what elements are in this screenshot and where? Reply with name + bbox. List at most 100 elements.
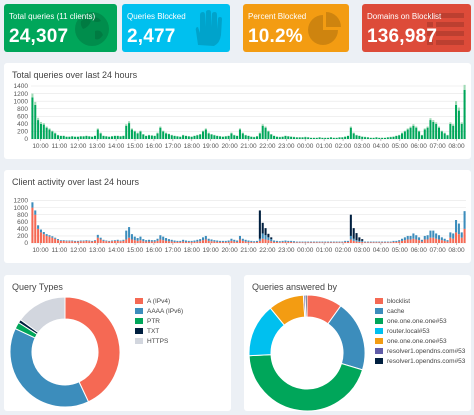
x-tick-label: 17:00	[165, 143, 182, 150]
bar	[361, 241, 364, 243]
bar	[366, 242, 369, 243]
bar	[193, 135, 196, 139]
bar	[352, 238, 355, 241]
bar	[71, 240, 74, 242]
bar	[361, 240, 364, 242]
bar	[440, 237, 443, 241]
x-tick-label: 05:00	[392, 143, 409, 150]
legend-item[interactable]: cache	[375, 306, 465, 316]
donut-slice	[327, 305, 366, 371]
y-tick-label: 1000	[14, 205, 29, 212]
bar	[76, 241, 79, 243]
bar	[34, 101, 37, 105]
bar	[184, 240, 187, 242]
bar	[355, 233, 358, 241]
bar	[167, 241, 170, 243]
bar	[96, 129, 99, 139]
bar	[355, 240, 358, 242]
bar	[34, 210, 37, 215]
bar	[301, 242, 304, 243]
legend-label: router.local#53	[387, 327, 430, 335]
bar	[48, 235, 51, 237]
bar	[324, 242, 327, 243]
bar	[34, 214, 37, 243]
y-tick-label: 600	[17, 219, 28, 226]
bar	[358, 135, 361, 139]
legend-item[interactable]: HTTPS	[135, 336, 183, 346]
bar	[415, 126, 418, 128]
bar	[88, 136, 91, 139]
bar	[147, 135, 151, 139]
bar	[429, 230, 432, 238]
bar	[136, 133, 139, 139]
bar	[159, 126, 162, 128]
y-tick-label: 200	[17, 129, 28, 136]
legend-item[interactable]: blocklist	[375, 296, 465, 306]
legend-item[interactable]: one.one.one.one#53	[375, 336, 465, 346]
bar	[267, 130, 270, 132]
bar	[318, 241, 321, 243]
bar	[327, 241, 330, 243]
bar	[224, 240, 227, 242]
bar	[159, 235, 162, 240]
answered-by-legend: blocklist cache one.one.one.one#53 router.l…	[375, 296, 465, 366]
legend-item[interactable]: A (IPv4)	[135, 296, 183, 306]
bar	[133, 131, 136, 139]
bar	[85, 240, 88, 243]
bar	[273, 240, 276, 242]
y-tick-label: 200	[17, 233, 28, 240]
x-tick-label: 06:00	[411, 143, 428, 150]
bar	[256, 241, 259, 243]
bar	[329, 241, 332, 243]
bar	[207, 132, 210, 134]
bar	[71, 136, 74, 139]
bar	[457, 107, 460, 111]
bar	[355, 241, 358, 243]
bar	[167, 239, 170, 242]
bar	[338, 241, 341, 243]
bar	[432, 237, 435, 243]
x-tick-label: 22:00	[259, 247, 276, 254]
bar	[31, 202, 34, 208]
legend-item[interactable]: one.one.one.one#53	[375, 316, 465, 326]
bar	[170, 239, 173, 242]
y-tick-label: 1200	[14, 198, 29, 205]
bar	[346, 240, 350, 242]
x-tick-label: 14:00	[108, 247, 125, 254]
bar	[258, 133, 261, 139]
bar	[386, 137, 389, 139]
legend-item[interactable]: AAAA (IPv6)	[135, 306, 183, 316]
y-tick-label: 1400	[14, 83, 29, 90]
bar	[426, 127, 429, 139]
bar	[335, 242, 338, 243]
bar	[267, 131, 270, 139]
bar	[366, 241, 369, 243]
legend-swatch	[135, 318, 143, 324]
legend-item[interactable]: PTR	[135, 316, 183, 326]
bar	[423, 128, 426, 130]
bar	[210, 134, 213, 139]
bar	[346, 241, 350, 243]
bar	[321, 241, 324, 243]
x-tick-label: 19:00	[203, 247, 220, 254]
bar	[426, 239, 429, 243]
legend-label: PTR	[147, 317, 160, 325]
legend-item[interactable]: resolver1.opendns.com#53	[375, 356, 465, 366]
legend-item[interactable]: resolver1.opendns.com#53	[375, 346, 465, 356]
bar	[403, 130, 406, 132]
bar	[253, 137, 256, 139]
x-tick-label: 16:00	[146, 247, 163, 254]
bar	[315, 241, 318, 243]
bar	[412, 238, 415, 243]
donut-slice	[9, 327, 90, 408]
legend-item[interactable]: router.local#53	[375, 326, 465, 336]
bar	[292, 137, 296, 139]
bar	[295, 137, 298, 139]
bar	[261, 222, 264, 234]
bar	[116, 240, 119, 243]
legend-item[interactable]: TXT	[135, 326, 183, 336]
bar	[432, 120, 435, 122]
total-queries-title: Total queries over last 24 hours	[12, 70, 138, 80]
total-queries-panel: Total queries over last 24 hours 0 200 400…	[4, 63, 471, 159]
bar	[184, 135, 187, 139]
